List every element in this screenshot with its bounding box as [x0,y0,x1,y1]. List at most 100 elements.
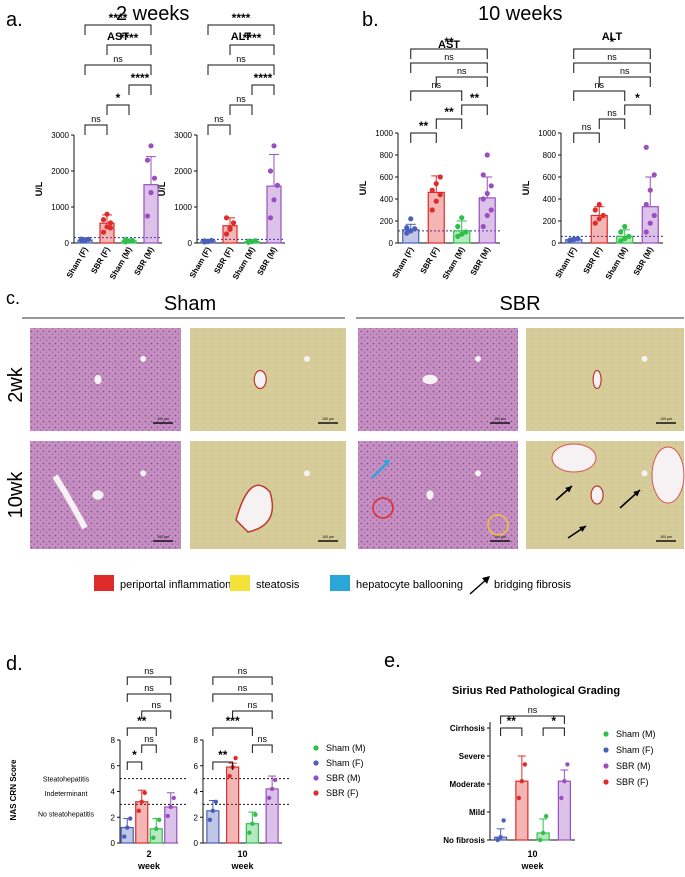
b-alt-data-point [626,233,632,239]
legend-label: steatosis [256,579,300,591]
b-ast-data-point [463,229,469,235]
b-alt-data-point [592,220,598,226]
vessel-lumen [641,355,648,362]
group-label-sham: Sham [164,293,216,315]
d-week2-sig-bracket [126,693,172,702]
legend-arrowhead [482,576,490,584]
b-ast-xtick-label: SBR (M) [469,245,493,277]
a-ast-ytick-label: 3000 [51,131,69,140]
scale-bar-label: 100 μm [157,417,169,421]
b-alt-data-point [651,172,657,178]
b-alt-xtick-label: Sham (F) [554,245,579,279]
chart-e-sirius: No fibrosisMildModerateSevereCirrhosis**… [443,705,655,871]
a-ast-ytick-label: 1000 [51,203,69,212]
a-alt-xtick-label: SBR (F) [212,245,235,275]
vessel-lumen [140,355,147,362]
a-ast-data-point [82,237,88,244]
d-week2-sig-label: ns [144,734,154,744]
e-data-point [559,795,564,801]
micrograph-grid: 100 μm 100 μm 100 μm 100 μm 100 μm 100 μm 100 … [30,328,685,549]
b-alt-data-point [618,238,624,244]
d-week10-sig-label: ns [238,666,248,676]
legend-swatch [94,575,114,591]
d-week10-sig-label: *** [226,714,240,728]
panel-c-legend: periportal inflammation steatosis hepatocy… [94,575,572,595]
d-week2-ytick-label: 6 [111,762,116,771]
a-ast-sig-label: **** [109,11,128,25]
e-grade-label: Moderate [449,780,485,789]
e-data-point [519,779,525,784]
d-week10-data-point [213,799,219,804]
b-ast-data-point [437,192,443,198]
e-data-point [501,818,506,823]
e-grade-label: Severe [459,752,486,761]
vessel-lumen [425,489,435,501]
d-week10-sig-bracket [212,676,273,685]
b-alt-data-point [622,236,628,242]
d-ylabel: NAS CRN Score [9,759,18,820]
b-alt-data-point [571,236,577,242]
b-ast-ytick-label: 600 [380,173,394,182]
b-ast-data-point [455,233,461,239]
b-ast-data-point [484,190,490,197]
b-ast-ytick-label: 0 [389,239,394,248]
a-alt-sig-bracket [207,64,275,75]
d-legend-label: SBR (M) [326,773,361,783]
b-alt-data-point [643,144,649,150]
a-alt-bar [266,185,282,244]
d-week10-xtick-label: 10 [237,849,247,859]
panel-b-title: 10 weeks [478,3,563,25]
a-alt-data-point [230,220,237,226]
d-legend-label: Sham (F) [326,758,364,768]
d-week2-sig-label: ns [144,666,154,676]
a-alt-sig-bracket [207,124,231,135]
d-legend-marker [313,775,319,781]
b-ast-sig-bracket [410,62,488,73]
a-ast-data-point [100,229,107,235]
a-ast-sig-label: ns [113,54,123,64]
e-bar [557,780,571,841]
b-alt-data-point [647,220,653,226]
b-alt-sig-bracket [573,132,600,143]
b-alt-ytick-label: 800 [543,151,557,160]
a-alt-sig-bracket [229,104,253,115]
panel-e-letter: e. [384,650,401,672]
b-alt-sig-bracket [573,90,626,101]
vessel-lumen [304,470,310,477]
d-legend-marker [313,790,319,796]
a-ast-data-point [151,175,158,181]
panel-c-letter: c. [6,288,20,308]
d-week10-sig-bracket [232,710,273,719]
b-alt-sig-label: ns [620,66,630,76]
b-alt-data-point [647,187,653,193]
b-alt-ytick-label: 0 [552,239,557,248]
a-alt-ytick-label: 2000 [174,167,192,176]
b-alt-data-point [651,212,657,219]
b-alt-data-point [618,229,624,235]
d-week2-ytick-label: 8 [111,736,116,745]
b-ast-ytick-label: 200 [380,217,394,226]
b-ast-sig-label: ** [419,119,429,133]
b-ast-sig-bracket [435,118,463,129]
a-alt-data-point [267,215,274,221]
vessel-lumen [91,489,105,501]
vessel-lumen [304,355,310,362]
vessel-lumen [475,470,481,477]
e-sig-bracket [542,727,565,736]
e-legend-label: SBR (M) [616,761,651,771]
b-ast-sig-bracket [410,48,488,59]
a-ast-sig-label: **** [131,71,150,85]
b-ast-title: AST [438,39,460,51]
row-label-10wk: 10wk [5,471,27,519]
e-grade-label: Mild [469,808,485,817]
d-week10-ytick-label: 0 [194,839,199,848]
d-week2-ytick-label: 0 [111,839,116,848]
d-week10-sig-label: ** [218,748,228,762]
micrograph-tile [526,328,684,431]
b-ast-data-point [412,226,418,232]
portal-vessel [235,484,274,533]
a-ast-title: AST [107,31,129,43]
a-alt-data-point [267,168,274,174]
d-legend-marker [313,760,319,766]
d-week10-xlabel: week [230,861,254,871]
